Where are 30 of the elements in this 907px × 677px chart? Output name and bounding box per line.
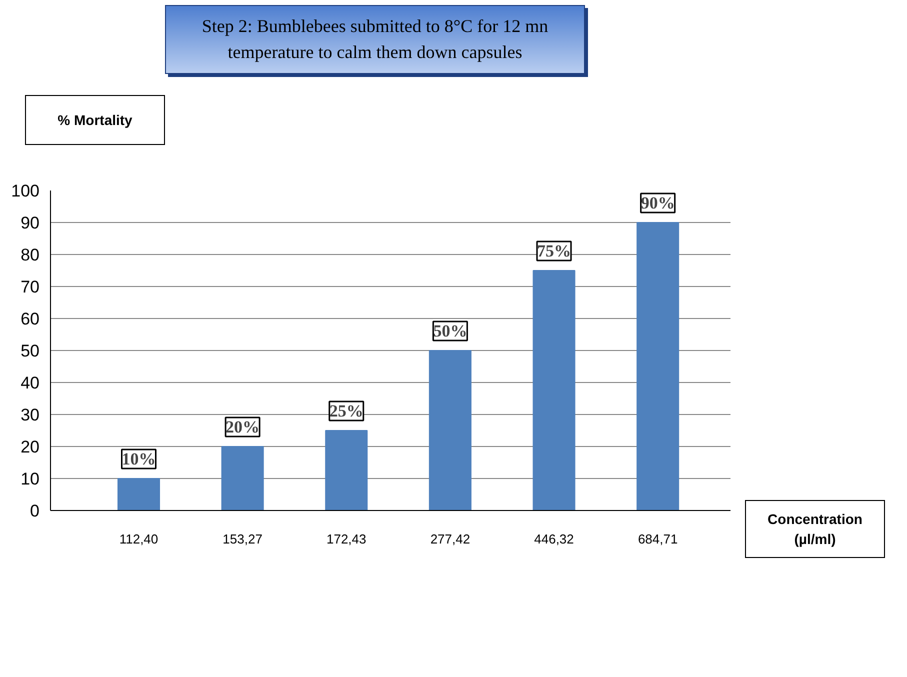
y-tick-label: 30 <box>20 406 40 424</box>
x-tick-label: 277,42 <box>430 532 470 546</box>
y-axis-title: % Mortality <box>25 95 165 145</box>
data-label: 25% <box>329 402 364 420</box>
y-tick-label: 90 <box>20 214 40 232</box>
y-tick-label: 60 <box>20 310 40 328</box>
x-tick-label: 684,71 <box>638 532 678 546</box>
chart-title: Step 2: Bumblebees submitted to 8°C for 12 mn temperature to calm them down capsules <box>165 5 585 74</box>
bar <box>325 430 368 510</box>
x-tick-label: 172,43 <box>326 532 366 546</box>
bar <box>532 270 576 510</box>
x-tick-label: 112,40 <box>119 532 158 546</box>
y-tick-label: 40 <box>20 374 40 392</box>
x-axis-title: Concentration (µl/ml) <box>745 500 885 558</box>
y-tick-label: 50 <box>20 342 40 360</box>
y-tick-label: 80 <box>20 246 40 264</box>
x-tick-label: 153,27 <box>222 532 262 546</box>
y-tick-label: 20 <box>20 438 40 456</box>
y-tick-label: 0 <box>30 502 40 520</box>
bar <box>636 222 680 510</box>
y-tick-label: 70 <box>20 278 40 296</box>
bar <box>117 478 160 510</box>
y-tick-label: 10 <box>20 470 40 488</box>
y-tick-label: 100 <box>11 182 40 200</box>
data-label: 10% <box>122 450 156 468</box>
data-label: 50% <box>433 322 468 340</box>
x-tick-label: 446,32 <box>534 532 574 546</box>
data-label: 75% <box>537 242 572 260</box>
bar <box>428 350 472 510</box>
bar <box>221 446 264 510</box>
